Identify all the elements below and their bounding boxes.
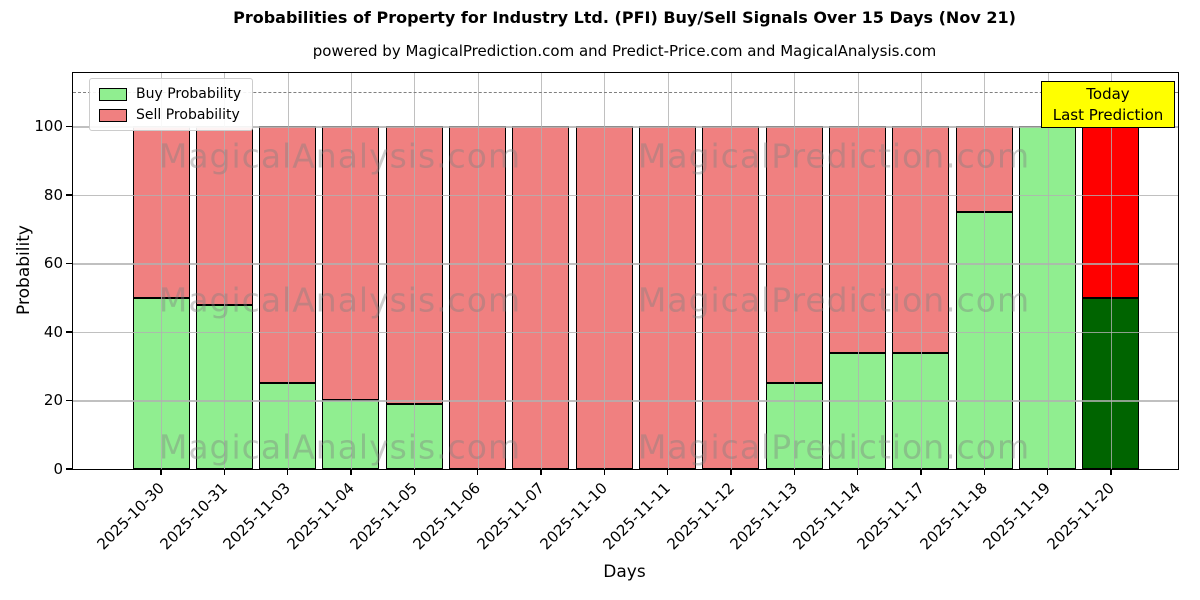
chart-title: Probabilities of Property for Industry L… bbox=[233, 8, 1016, 27]
x-tick-label-2025-11-19: 2025-11-19 bbox=[980, 479, 1055, 554]
today-annotation-line1: Today bbox=[1086, 84, 1130, 103]
y-tick-mark-20 bbox=[66, 399, 72, 402]
y-tick-label-40: 40 bbox=[43, 322, 63, 341]
h-gridline-80 bbox=[73, 194, 1178, 197]
h-gridline-40 bbox=[73, 331, 1178, 334]
v-gridline-2025-11-05 bbox=[414, 73, 416, 469]
x-tick-label-2025-11-17: 2025-11-17 bbox=[853, 479, 928, 554]
reference-dashed-line bbox=[73, 92, 1178, 94]
v-gridline-2025-11-18 bbox=[984, 73, 986, 469]
v-gridline-2025-11-07 bbox=[540, 73, 543, 469]
x-tick-label-2025-11-07: 2025-11-07 bbox=[473, 479, 548, 554]
x-tick-label-2025-11-10: 2025-11-10 bbox=[536, 479, 612, 554]
h-gridline-60 bbox=[73, 263, 1178, 265]
legend-entry-sell: Sell Probability bbox=[99, 107, 241, 123]
x-axis-label: Days bbox=[603, 562, 646, 582]
v-gridline-2025-11-06 bbox=[477, 73, 479, 469]
legend-swatch-sell-icon bbox=[99, 108, 127, 122]
x-tick-mark-2025-11-06 bbox=[477, 469, 479, 475]
v-gridline-2025-10-30 bbox=[161, 73, 163, 469]
x-tick-mark-2025-11-12 bbox=[730, 469, 732, 475]
chart-subtitle: powered by MagicalPrediction.com and Pre… bbox=[312, 42, 937, 60]
x-tick-mark-2025-11-19 bbox=[1047, 469, 1049, 475]
x-tick-mark-2025-10-31 bbox=[223, 469, 226, 475]
x-tick-mark-2025-11-04 bbox=[350, 469, 352, 475]
today-annotation-box: Today Last Prediction bbox=[1041, 81, 1175, 128]
h-gridline-100 bbox=[73, 126, 1178, 128]
x-tick-label-2025-11-05: 2025-11-05 bbox=[346, 479, 422, 554]
y-tick-label-80: 80 bbox=[43, 185, 63, 204]
v-gridline-2025-11-17 bbox=[920, 73, 923, 469]
x-tick-mark-2025-11-07 bbox=[540, 469, 542, 475]
x-tick-mark-2025-11-18 bbox=[983, 469, 986, 475]
x-tick-label-2025-10-31: 2025-10-31 bbox=[156, 479, 232, 554]
x-tick-mark-2025-11-20 bbox=[1110, 469, 1112, 475]
y-tick-mark-60 bbox=[66, 262, 72, 265]
x-tick-label-2025-11-06: 2025-11-06 bbox=[410, 479, 485, 554]
x-tick-mark-2025-11-17 bbox=[920, 469, 922, 475]
x-tick-mark-2025-11-13 bbox=[793, 469, 796, 475]
y-tick-mark-40 bbox=[66, 331, 72, 333]
x-tick-label-2025-10-30: 2025-10-30 bbox=[93, 479, 168, 554]
legend-label-sell: Sell Probability bbox=[136, 107, 240, 123]
y-tick-mark-100 bbox=[66, 125, 72, 128]
legend-swatch-buy-icon bbox=[99, 87, 127, 101]
x-tick-mark-2025-11-14 bbox=[857, 469, 859, 475]
x-tick-mark-2025-11-10 bbox=[603, 469, 606, 475]
x-tick-mark-2025-11-05 bbox=[413, 469, 416, 475]
v-gridline-2025-11-19 bbox=[1047, 73, 1049, 469]
x-tick-mark-2025-10-30 bbox=[160, 469, 162, 475]
v-gridline-2025-11-14 bbox=[857, 73, 859, 469]
x-tick-label-2025-11-12: 2025-11-12 bbox=[663, 479, 738, 554]
v-gridline-2025-11-13 bbox=[794, 73, 796, 469]
x-tick-label-2025-11-18: 2025-11-18 bbox=[916, 479, 992, 554]
v-gridline-2025-11-10 bbox=[604, 73, 606, 469]
y-axis-label: Probability bbox=[14, 225, 34, 315]
legend: Buy Probability Sell Probability bbox=[89, 78, 254, 131]
v-gridline-2025-10-31 bbox=[224, 73, 226, 469]
x-tick-label-2025-11-11: 2025-11-11 bbox=[600, 479, 675, 554]
v-gridline-2025-11-03 bbox=[287, 73, 289, 469]
h-gridline-20 bbox=[73, 400, 1178, 402]
x-tick-label-2025-11-03: 2025-11-03 bbox=[220, 479, 295, 554]
plot-area: Buy Probability Sell Probability Today L… bbox=[34, 72, 1179, 553]
x-tick-label-2025-11-20: 2025-11-20 bbox=[1043, 479, 1118, 554]
v-gridline-2025-11-11 bbox=[667, 73, 669, 469]
y-tick-label-100: 100 bbox=[34, 117, 63, 136]
today-annotation-line2: Last Prediction bbox=[1052, 105, 1164, 124]
y-tick-label-0: 0 bbox=[53, 460, 63, 478]
v-gridline-2025-11-20 bbox=[1110, 73, 1113, 469]
v-gridline-2025-11-12 bbox=[730, 73, 733, 469]
legend-label-buy: Buy Probability bbox=[136, 86, 242, 102]
legend-entry-buy: Buy Probability bbox=[99, 86, 241, 102]
x-tick-label-2025-11-13: 2025-11-13 bbox=[726, 479, 802, 554]
v-gridline-2025-11-04 bbox=[350, 73, 353, 469]
y-tick-mark-0 bbox=[66, 468, 72, 470]
y-tick-label-60: 60 bbox=[43, 254, 63, 273]
x-tick-label-2025-11-04: 2025-11-04 bbox=[283, 479, 358, 554]
y-tick-label-20: 20 bbox=[43, 391, 63, 410]
y-tick-mark-80 bbox=[66, 194, 72, 196]
x-tick-label-2025-11-14: 2025-11-14 bbox=[790, 479, 865, 554]
x-tick-mark-2025-11-03 bbox=[287, 469, 289, 475]
x-tick-mark-2025-11-11 bbox=[667, 469, 669, 475]
